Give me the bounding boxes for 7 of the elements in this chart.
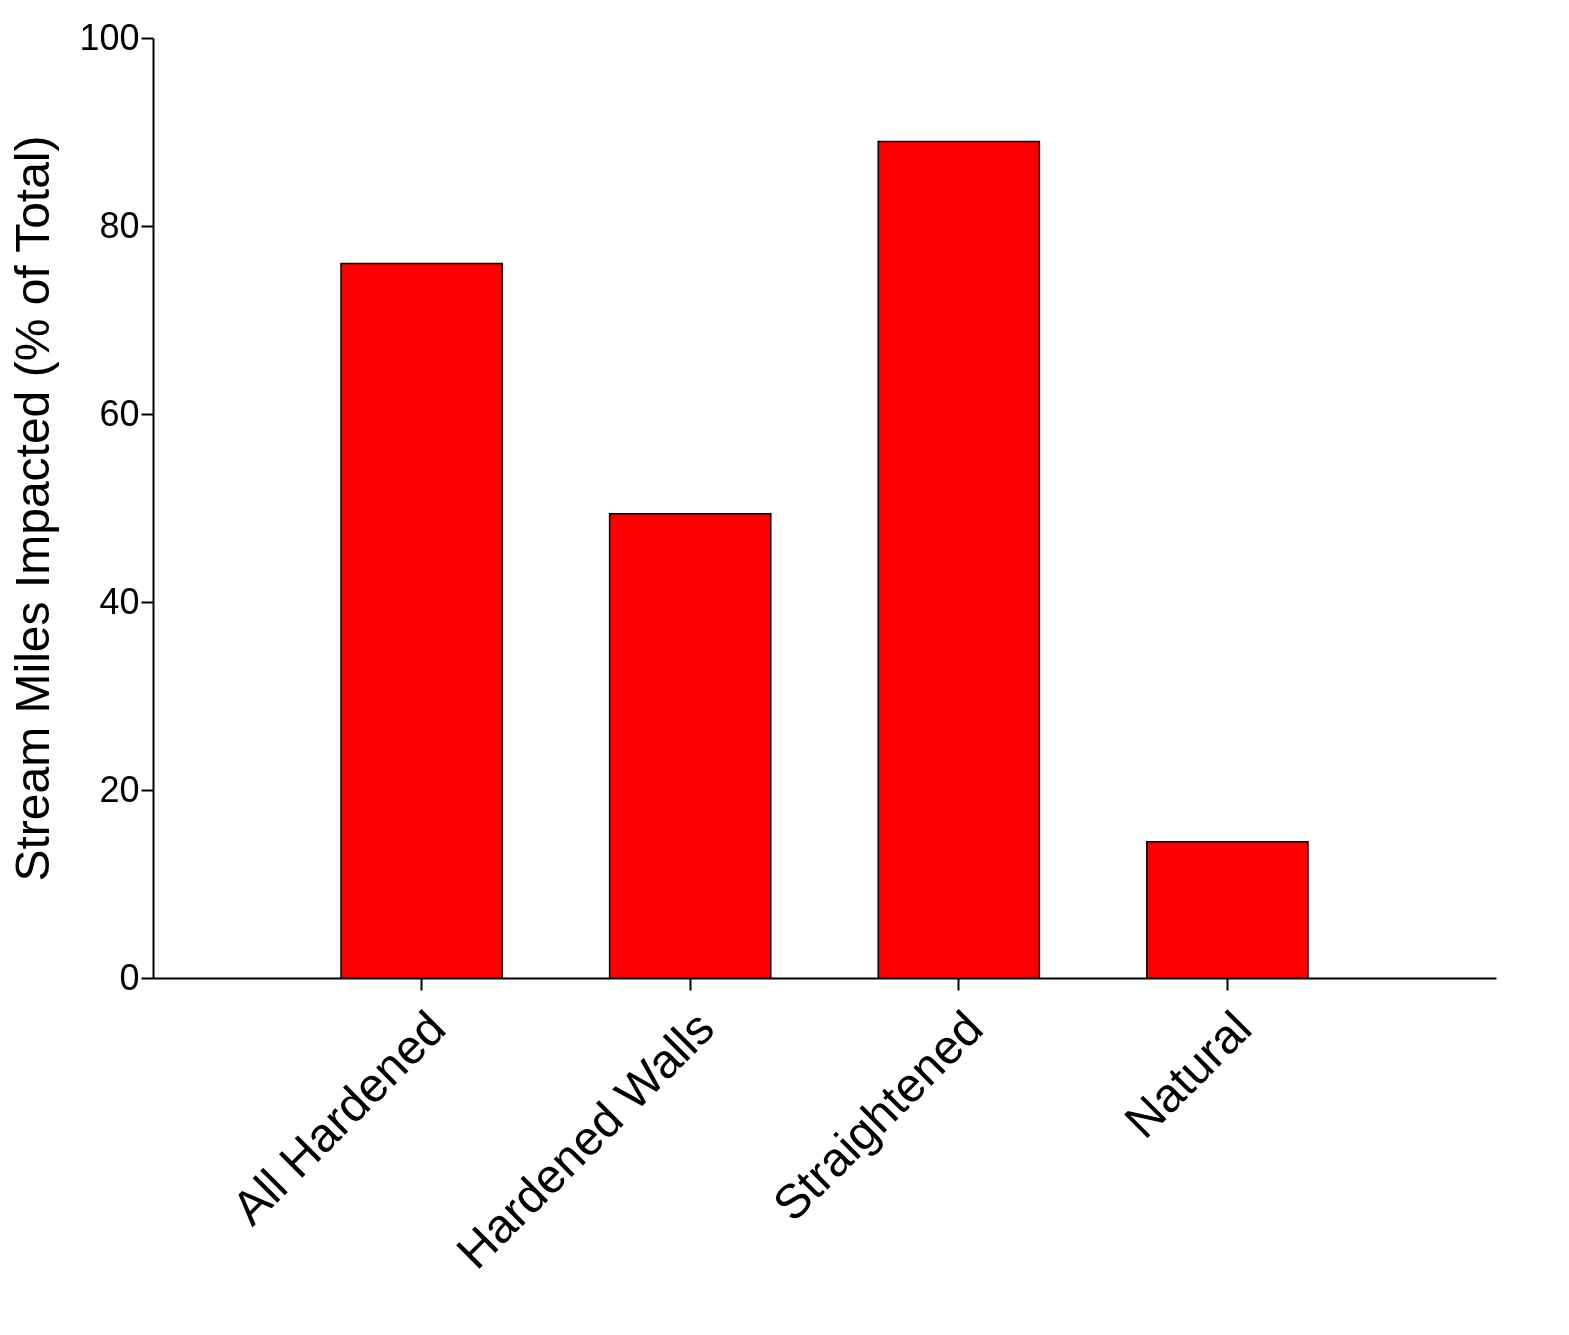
y-tick-label: 60 bbox=[99, 392, 140, 434]
y-tick-label: 100 bbox=[79, 16, 140, 58]
y-axis-title: Stream Miles Impacted (% of Total) bbox=[6, 135, 60, 882]
y-tick-label: 40 bbox=[99, 580, 140, 622]
y-tick-label: 20 bbox=[99, 768, 140, 810]
y-tick-label: 80 bbox=[99, 204, 140, 246]
y-tick-label: 0 bbox=[119, 956, 140, 998]
